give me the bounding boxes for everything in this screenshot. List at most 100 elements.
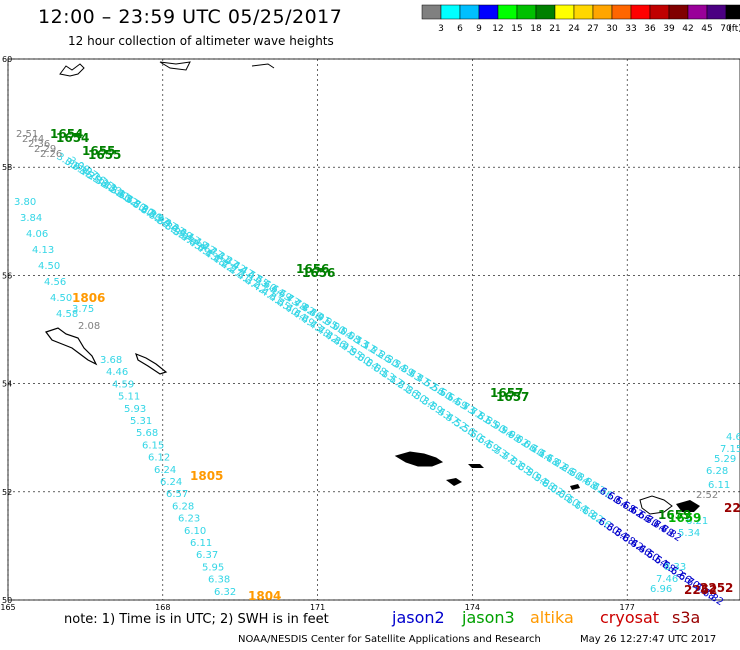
swh-value: 6.11 xyxy=(708,480,730,491)
credit-text: NOAA/NESDIS Center for Satellite Applica… xyxy=(238,634,541,645)
swh-value: 4.59 xyxy=(112,379,134,390)
time-label: 1805 xyxy=(190,469,223,483)
legend-label: 9 xyxy=(476,24,482,34)
swh-value-gray: 2.44 xyxy=(22,134,44,145)
swh-value: 3.80 xyxy=(14,197,36,208)
swh-value: 5.34 xyxy=(678,528,700,539)
legend-label: 36 xyxy=(644,24,656,34)
legend-label: 70 xyxy=(720,24,732,34)
time-label: 2252 xyxy=(700,581,733,595)
time-label: 2252 xyxy=(684,583,717,597)
legend-label: 15 xyxy=(511,24,522,34)
swh-value: 6.57 xyxy=(166,489,188,500)
lat-label: 60 xyxy=(2,55,12,64)
time-label: 1806 xyxy=(72,291,105,305)
legend-label: 30 xyxy=(606,24,618,34)
swh-value: 8.33 xyxy=(664,562,686,573)
legend-label: 27 xyxy=(587,24,598,34)
satellite-jason3: jason3 xyxy=(462,608,515,627)
time-label: 1654 xyxy=(50,127,83,141)
footer-note: note: 1) Time is in UTC; 2) SWH is in fe… xyxy=(64,612,329,627)
swh-value: 7.46 xyxy=(656,574,678,585)
time-labels: 1654165416551655165616561657165716591659… xyxy=(50,127,740,603)
island-rat xyxy=(394,451,444,467)
time-label: 1656 xyxy=(302,266,335,280)
page-subtitle: 12 hour collection of altimeter wave hei… xyxy=(68,34,334,48)
swh-value: 6.38 xyxy=(208,575,230,586)
lon-label: 171 xyxy=(310,603,325,612)
island-andreanof xyxy=(639,495,673,515)
swh-value-gray: 2.36 xyxy=(28,139,50,150)
time-label: 22 xyxy=(724,501,740,515)
swh-value: 4.06 xyxy=(26,229,48,240)
swh-value: 5.29 xyxy=(714,454,736,465)
time-label: 1659 xyxy=(668,511,701,525)
lat-label: 56 xyxy=(2,271,12,280)
swh-value: 2.52 xyxy=(696,490,718,501)
swh-value: 5.11 xyxy=(118,392,140,403)
swh-value: 6.12 xyxy=(148,453,170,464)
lon-label: 174 xyxy=(465,603,480,612)
swh-value: 7.15 xyxy=(720,444,740,455)
legend-label: 39 xyxy=(663,24,675,34)
swh-value: 4.6 xyxy=(726,432,740,443)
swh-value: 6.21 xyxy=(686,516,708,527)
swh-value: 3.68 xyxy=(100,355,122,366)
legend-label: 3 xyxy=(438,24,444,34)
swh-value: 4.58 xyxy=(56,309,78,320)
swh-value-gray: 2.08 xyxy=(78,321,100,332)
island-rat-2 xyxy=(446,478,462,486)
legend-label: 33 xyxy=(625,24,636,34)
swh-value: 5.93 xyxy=(124,404,146,415)
swh-value-gray: 2.26 xyxy=(40,149,62,160)
time-label: 1659 xyxy=(658,508,691,522)
time-label: 1655 xyxy=(82,144,115,158)
legend-label: 18 xyxy=(530,24,542,34)
satellite-cryosat: cryosat xyxy=(600,608,660,627)
swh-value: 3.75 xyxy=(72,304,94,315)
swh-value: 4.13 xyxy=(32,245,54,256)
island-rat-3 xyxy=(468,464,484,468)
island-andreanof-3 xyxy=(570,484,580,490)
coastline-north-3 xyxy=(251,63,275,69)
legend-label: 24 xyxy=(568,24,580,34)
lon-label: 168 xyxy=(155,603,170,612)
swh-value: 6.11 xyxy=(190,538,212,549)
legend-label: 45 xyxy=(701,24,712,34)
satellite-jason2: jason2 xyxy=(392,608,445,627)
page-title: 12:00 – 23:59 UTC 05/25/2017 xyxy=(38,6,343,28)
island-copper xyxy=(135,352,168,375)
satellite-altika: altika xyxy=(530,608,574,627)
lat-label: 50 xyxy=(2,596,12,605)
swh-value: 6.96 xyxy=(650,584,672,595)
swh-value: 4.50 xyxy=(38,261,60,272)
swh-value: 4.56 xyxy=(44,277,66,288)
swh-value: 6.24 xyxy=(154,465,176,476)
coastline-layer xyxy=(45,61,700,515)
swh-value: 6.10 xyxy=(184,526,206,537)
time-label: 1654 xyxy=(56,131,89,145)
time-label: 1657 xyxy=(490,386,523,400)
swh-value: 6.32 xyxy=(214,587,236,598)
time-label: 1657 xyxy=(496,390,529,404)
time-label: 1804 xyxy=(248,589,281,603)
swh-value: 5.31 xyxy=(130,416,152,427)
swh-value: 6.28 xyxy=(706,466,728,477)
swh-value: 6.15 xyxy=(142,440,164,451)
swh-value-gray: 2.29 xyxy=(34,144,56,155)
swh-value-gray: 2.51 xyxy=(16,129,38,140)
time-label: 1655 xyxy=(88,148,121,162)
swh-value: 6.23 xyxy=(178,514,200,525)
swh-value: 4.46 xyxy=(106,367,128,378)
wave-height-tracks: 3.80 3.84 4.06 4.13 4.50 4.56 4.50 4.583.75 3.68… xyxy=(14,129,740,608)
legend-label: 12 xyxy=(492,24,503,34)
legend-swatch xyxy=(725,4,740,20)
coastline-north xyxy=(59,63,85,77)
lat-label: 52 xyxy=(2,488,12,497)
lat-label: 58 xyxy=(2,163,12,172)
island-attu xyxy=(45,327,98,366)
swh-value: 6.28 xyxy=(172,501,194,512)
